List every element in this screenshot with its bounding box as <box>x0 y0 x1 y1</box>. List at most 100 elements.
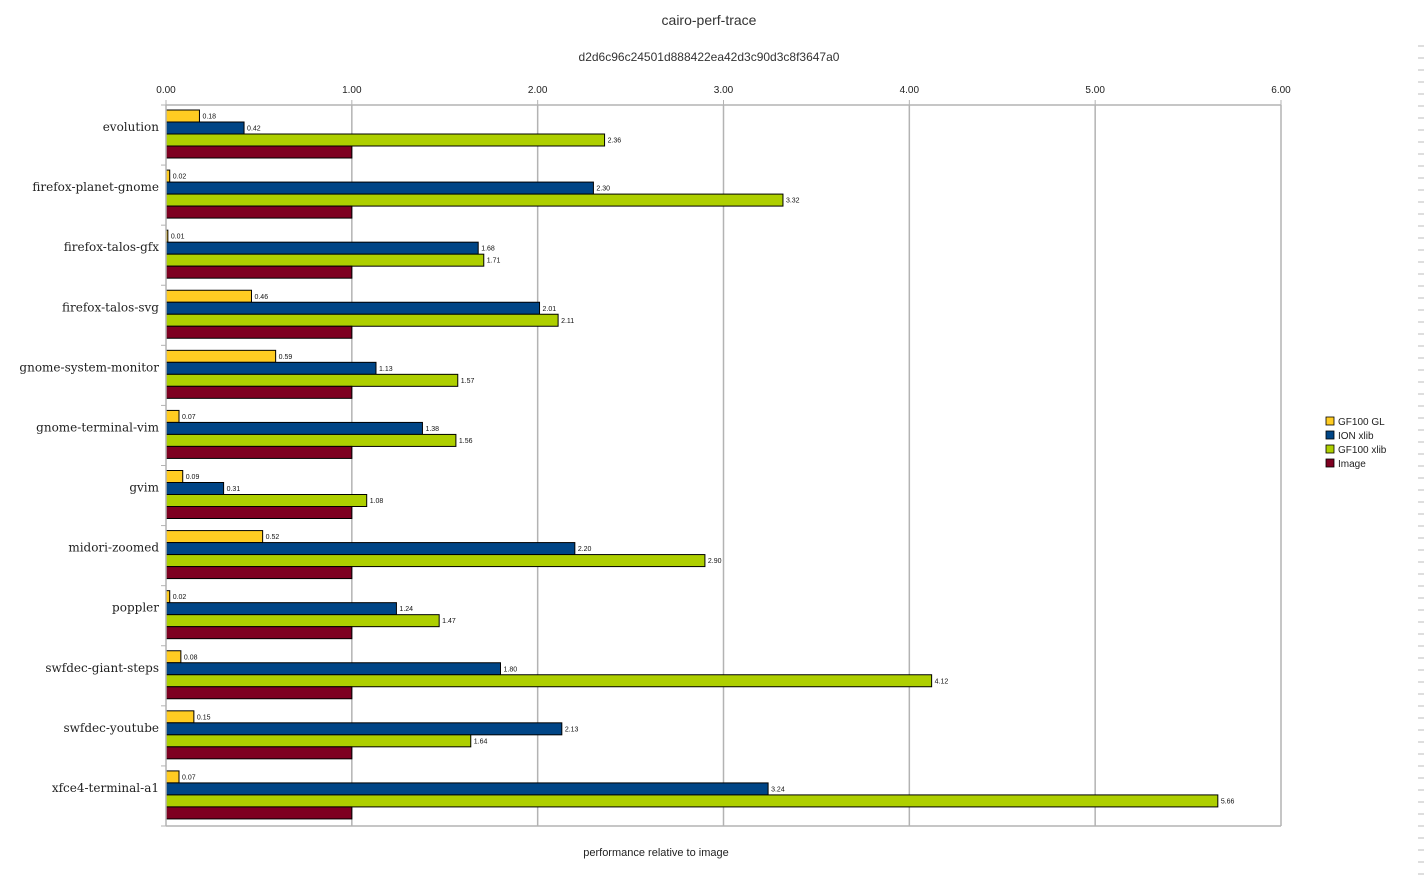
data-label: 0.15 <box>197 714 211 721</box>
axes <box>161 104 1281 827</box>
x-tick-label: 0.00 <box>156 85 176 96</box>
bar-ion-xlib <box>165 241 479 255</box>
bar-gf100-xlib <box>165 554 706 568</box>
data-label: 1.08 <box>370 498 384 505</box>
data-label: 0.46 <box>254 294 268 301</box>
legend-swatch <box>1325 458 1335 468</box>
bar-ion-xlib <box>165 482 225 495</box>
bar-gf100-gl <box>165 710 195 724</box>
bar-gf100-xlib <box>165 494 368 507</box>
data-label: 0.42 <box>247 126 261 133</box>
bar-ion-xlib <box>165 181 594 195</box>
bar-image <box>165 506 353 519</box>
category-label: firefox-planet-gnome <box>32 180 159 194</box>
bar-image <box>165 145 353 159</box>
data-label: 2.20 <box>578 546 592 553</box>
x-axis-ticks: 0.00 1.00 2.00 3.00 4.00 5.00 6.00 <box>156 85 1291 105</box>
category-label: gvim <box>129 481 159 495</box>
bar-image <box>165 806 353 820</box>
data-labels: 0.18 0.42 2.36 0.02 2.30 3.32 0.01 1.68 1.71 0.46… <box>171 114 1235 806</box>
category-labels: evolution firefox-planet-gnome firefox-tal… <box>19 120 159 795</box>
bar-image <box>165 746 353 760</box>
data-label: 1.56 <box>459 438 473 445</box>
category-label: poppler <box>112 601 159 615</box>
category-label: midori-zoomed <box>68 541 159 555</box>
data-label: 2.36 <box>608 138 622 145</box>
data-label: 3.32 <box>786 198 800 205</box>
data-label: 1.38 <box>425 426 439 433</box>
legend: GF100 GL ION xlib GF100 xlib Image <box>1325 416 1387 470</box>
bar-ion-xlib <box>165 301 541 315</box>
bar-ion-xlib <box>165 361 377 375</box>
data-label: 1.57 <box>461 378 475 385</box>
bar-gf100-gl <box>165 349 277 363</box>
bar-image <box>165 566 353 580</box>
legend-label: GF100 GL <box>1338 417 1385 428</box>
data-label: 0.01 <box>171 234 185 241</box>
x-axis-label: performance relative to image <box>583 847 729 859</box>
bar-gf100-gl <box>165 409 180 423</box>
bar-gf100-xlib <box>165 253 485 267</box>
category-label: xfce4-terminal-a1 <box>52 781 159 795</box>
bar-gf100-xlib <box>165 674 933 688</box>
data-label: 2.11 <box>561 318 574 325</box>
category-label: firefox-talos-svg <box>62 300 159 314</box>
data-label: 0.02 <box>173 174 187 181</box>
x-tick-label: 3.00 <box>714 85 734 96</box>
chart-title: cairo-perf-trace <box>662 12 757 28</box>
bar-ion-xlib <box>165 602 397 616</box>
x-tick-label: 6.00 <box>1271 85 1291 96</box>
data-label: 0.07 <box>182 414 196 421</box>
bar-ion-xlib <box>165 121 245 135</box>
bar-gf100-xlib <box>165 734 472 748</box>
data-label: 1.24 <box>399 606 413 613</box>
edge-markers <box>1418 45 1424 875</box>
bar-gf100-xlib <box>165 433 457 447</box>
bar-gf100-xlib <box>165 313 559 327</box>
data-label: 0.02 <box>173 594 187 601</box>
bar-image <box>165 385 353 399</box>
data-label: 0.08 <box>184 654 198 661</box>
bar-image <box>165 686 353 700</box>
bar-gf100-gl <box>165 650 182 664</box>
bar-gf100-gl <box>165 109 200 123</box>
data-label: 1.13 <box>379 366 393 373</box>
legend-swatch <box>1325 416 1335 426</box>
legend-label: GF100 xlib <box>1338 445 1387 456</box>
data-label: 0.52 <box>266 534 280 541</box>
bar-ion-xlib <box>165 542 576 556</box>
legend-label: Image <box>1338 459 1366 470</box>
data-label: 2.01 <box>543 306 557 313</box>
bar-image <box>165 626 353 640</box>
bar-ion-xlib <box>165 722 563 736</box>
bar-gf100-xlib <box>165 133 606 147</box>
data-label: 1.47 <box>442 618 456 625</box>
bar-gf100-gl <box>165 289 252 303</box>
bar-gf100-gl <box>165 530 264 544</box>
category-label: swfdec-giant-steps <box>45 661 159 675</box>
bar-ion-xlib <box>165 782 769 796</box>
data-label: 5.66 <box>1221 798 1235 805</box>
x-tick-label: 1.00 <box>342 85 362 96</box>
data-label: 3.24 <box>771 786 785 793</box>
legend-label: ION xlib <box>1338 431 1374 442</box>
category-label: gnome-system-monitor <box>19 360 159 374</box>
bar-gf100-xlib <box>165 193 784 207</box>
data-label: 0.31 <box>227 486 241 493</box>
data-label: 2.30 <box>596 186 610 193</box>
data-label: 1.71 <box>487 258 501 265</box>
data-label: 1.80 <box>504 666 518 673</box>
bar-image <box>165 445 353 459</box>
bar-image <box>165 325 353 339</box>
bar-ion-xlib <box>165 662 501 676</box>
category-label: gnome-terminal-vim <box>36 420 159 434</box>
bar-gf100-gl <box>165 770 180 784</box>
data-label: 0.59 <box>279 354 293 361</box>
data-label: 4.12 <box>935 678 949 685</box>
chart-subtitle: d2d6c96c24501d888422ea42d3c90d3c8f3647a0 <box>579 50 840 64</box>
x-tick-label: 4.00 <box>900 85 920 96</box>
data-label: 1.68 <box>481 246 495 253</box>
bar-gf100-xlib <box>165 794 1219 808</box>
data-label: 0.09 <box>186 474 200 481</box>
